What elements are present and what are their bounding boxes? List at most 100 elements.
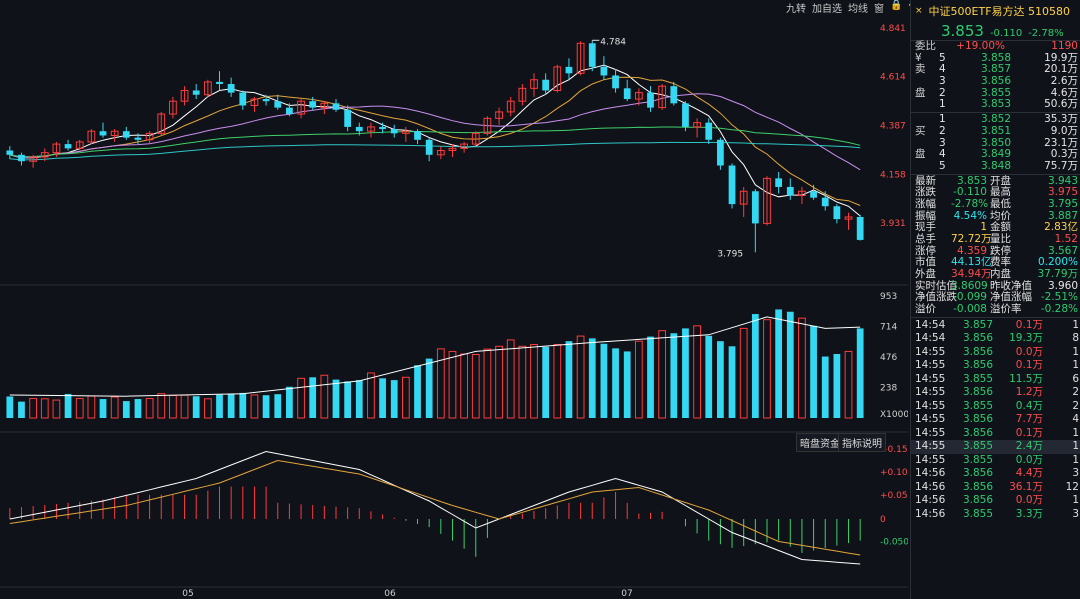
tick-time: 14:54 bbox=[915, 318, 946, 331]
stat-value: 3.853 bbox=[956, 174, 987, 187]
stat-row: 实时估值 3.8609 昨收净值 3.960 bbox=[911, 279, 1080, 293]
bid-row[interactable]: 3 3.850 23.1万 bbox=[911, 137, 1080, 150]
stat-label: 涨幅 bbox=[915, 197, 936, 210]
volume-bar bbox=[588, 338, 596, 418]
stat-value: 4.54% bbox=[953, 209, 987, 222]
tick-price: 3.855 bbox=[962, 440, 993, 453]
tick-row[interactable]: 14:55 3.856 0.0万 1 bbox=[911, 346, 1080, 360]
tick-row[interactable]: 14:56 3.856 4.4万 3 bbox=[911, 467, 1080, 481]
stat-value: 3.8609 bbox=[951, 279, 988, 292]
volume-bar bbox=[134, 399, 142, 418]
ask-row[interactable]: 卖 4 3.857 20.1万 bbox=[911, 64, 1080, 76]
tick-time: 14:55 bbox=[915, 359, 946, 372]
kline-chart[interactable]: 4.841 4.614 4.387 4.158 3.931 953 714 476 238 X10… bbox=[0, 0, 908, 599]
tick-row[interactable]: 14:55 3.856 7.7万 4 bbox=[911, 413, 1080, 427]
low-price-label: 3.795 bbox=[717, 249, 743, 259]
tick-row[interactable]: 14:55 3.855 0.4万 2 bbox=[911, 400, 1080, 414]
tick-volume: 0.0万 bbox=[1015, 453, 1043, 466]
ma10-line bbox=[9, 76, 861, 206]
tick-count: 1 bbox=[1072, 426, 1079, 439]
volume-bar bbox=[192, 396, 200, 418]
stat-value: -0.099 bbox=[953, 291, 987, 304]
tick-row[interactable]: 14:55 3.855 2.4万 1 bbox=[911, 440, 1080, 454]
last-price: 3.853 bbox=[941, 22, 984, 40]
candle-body bbox=[786, 186, 794, 196]
ask-row[interactable]: 盘 2 3.855 4.6万 bbox=[911, 86, 1080, 100]
volume-bar bbox=[682, 328, 689, 418]
tick-list[interactable]: 14:54 3.857 0.1万 1 14:54 3.856 19.3万 8 14:55 3.85… bbox=[911, 319, 1080, 522]
ask-row[interactable]: 3 3.856 2.6万 bbox=[911, 75, 1080, 88]
tick-row[interactable]: 14:56 3.856 36.1万 12 bbox=[911, 481, 1080, 495]
tick-volume: 36.1万 bbox=[1009, 480, 1043, 493]
tick-count: 6 bbox=[1072, 372, 1079, 385]
candle-body bbox=[728, 165, 736, 205]
toolbar-nine-turn[interactable]: 九转 bbox=[786, 4, 806, 15]
tick-row[interactable]: 14:54 3.857 0.1万 1 bbox=[911, 319, 1080, 333]
volume-bar bbox=[216, 394, 223, 418]
ask-row[interactable]: ¥ 5 3.858 19.9万 bbox=[911, 51, 1080, 65]
tick-volume: 0.1万 bbox=[1015, 426, 1043, 439]
month-label: 05 bbox=[182, 589, 193, 599]
volume-bar bbox=[810, 325, 817, 418]
bid-row[interactable]: 1 3.852 35.3万 bbox=[911, 113, 1080, 126]
market-marker: × bbox=[915, 6, 923, 16]
lock-icon[interactable]: 🔒 bbox=[890, 0, 903, 11]
quote-panel: × 中证500ETF易方达 510580 3.853 -0.110 -2.78%… bbox=[910, 0, 1080, 599]
tick-count: 1 bbox=[1072, 453, 1079, 466]
volume-bar bbox=[483, 348, 492, 419]
volume-bar bbox=[436, 348, 445, 419]
candle-body bbox=[821, 197, 829, 207]
bid-price: 3.849 bbox=[980, 148, 1011, 161]
ma60-line bbox=[9, 126, 861, 158]
bid-row[interactable]: 5 3.848 75.7万 bbox=[911, 160, 1080, 173]
candle-body bbox=[99, 131, 107, 136]
bid-row[interactable]: 买 2 3.851 9.0万 bbox=[911, 125, 1080, 138]
toolbar-ma-lines[interactable]: 均线 bbox=[848, 4, 868, 15]
volume-ma-line bbox=[9, 316, 861, 397]
volume-bar bbox=[122, 401, 130, 418]
candle-body bbox=[763, 177, 771, 224]
macd-dea-line bbox=[9, 459, 861, 556]
ask-level: 5 bbox=[939, 51, 946, 64]
stats-table: 最新 3.853 开盘 3.943 涨跌 -0.110 最高 3.975 涨幅 -2.78% 最低 3… bbox=[911, 174, 1080, 316]
tick-price: 3.856 bbox=[962, 332, 993, 345]
volume-bar bbox=[99, 399, 107, 418]
tick-row[interactable]: 14:55 3.855 0.0万 1 bbox=[911, 454, 1080, 468]
bid-row[interactable]: 盘 4 3.849 0.3万 bbox=[911, 148, 1080, 161]
commission-val: 1190 bbox=[1051, 40, 1078, 52]
tick-row[interactable]: 14:55 3.856 0.1万 1 bbox=[911, 359, 1080, 373]
volume-tick-label: 714 bbox=[880, 323, 897, 333]
stat-row: 溢价 -0.008 溢价率 -0.28% bbox=[911, 303, 1080, 316]
tick-volume: 0.0万 bbox=[1015, 494, 1043, 507]
tick-count: 2 bbox=[1072, 399, 1079, 412]
stat-label: 溢价 bbox=[915, 303, 936, 316]
ask-row[interactable]: 1 3.853 50.6万 bbox=[911, 99, 1080, 111]
tick-price: 3.856 bbox=[962, 345, 993, 358]
toolbar-add-watch[interactable]: 加自选 bbox=[812, 4, 842, 15]
tick-row[interactable]: 14:55 3.855 11.5万 6 bbox=[911, 373, 1080, 387]
candle-body bbox=[682, 103, 689, 127]
ask-volume: 20.1万 bbox=[1044, 63, 1078, 76]
stat-value: 4.359 bbox=[956, 244, 987, 257]
ask-price: 3.853 bbox=[980, 98, 1011, 111]
ask-volume: 4.6万 bbox=[1050, 86, 1078, 99]
tick-row[interactable]: 14:54 3.856 19.3万 8 bbox=[911, 332, 1080, 346]
tick-row[interactable]: 14:56 3.855 3.3万 3 bbox=[911, 508, 1080, 522]
tick-row[interactable]: 14:56 3.856 0.0万 1 bbox=[911, 494, 1080, 508]
tick-row[interactable]: 14:55 3.856 1.2万 2 bbox=[911, 386, 1080, 400]
tick-volume: 0.1万 bbox=[1015, 359, 1043, 372]
volume-bar bbox=[798, 317, 806, 419]
toolbar-window[interactable]: 窗 bbox=[874, 4, 884, 15]
candle-body bbox=[425, 139, 433, 155]
macd-tick-label: -0.050 bbox=[880, 538, 908, 548]
indicator-help-button[interactable]: 指标说明 bbox=[838, 433, 886, 452]
volume-bar bbox=[576, 335, 585, 419]
tick-row[interactable]: 14:55 3.856 0.1万 1 bbox=[911, 427, 1080, 441]
dark-pool-button[interactable]: 暗盘资金 bbox=[796, 433, 844, 452]
volume-bar bbox=[29, 398, 37, 419]
ask-level: 4 bbox=[939, 63, 946, 76]
volume-bar bbox=[169, 394, 177, 419]
stat-value: -2.78% bbox=[951, 197, 989, 210]
candle-body bbox=[203, 81, 212, 96]
volume-bar bbox=[518, 345, 527, 419]
